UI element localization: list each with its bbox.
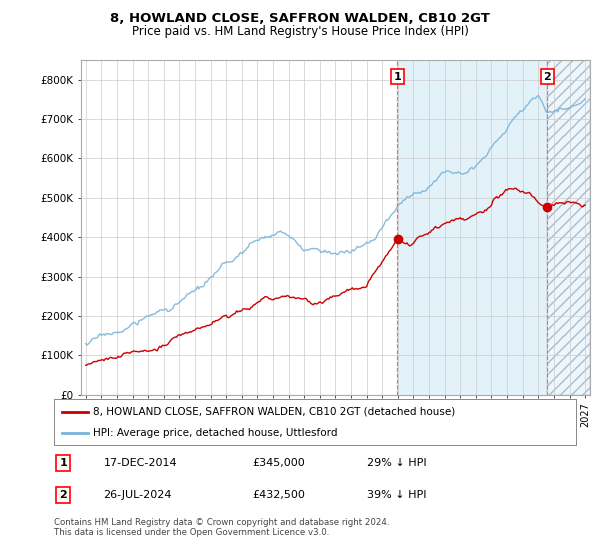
- Text: 8, HOWLAND CLOSE, SAFFRON WALDEN, CB10 2GT (detached house): 8, HOWLAND CLOSE, SAFFRON WALDEN, CB10 2…: [93, 407, 455, 417]
- Text: 17-DEC-2014: 17-DEC-2014: [104, 458, 177, 468]
- Bar: [397, 60, 547, 395]
- Text: £345,000: £345,000: [253, 458, 305, 468]
- Text: HPI: Average price, detached house, Uttlesford: HPI: Average price, detached house, Uttl…: [93, 428, 338, 438]
- Text: 39% ↓ HPI: 39% ↓ HPI: [367, 491, 427, 500]
- Text: 26-JUL-2024: 26-JUL-2024: [104, 491, 172, 500]
- Bar: [547, 60, 590, 395]
- Text: 1: 1: [394, 72, 401, 82]
- Text: 2: 2: [59, 491, 67, 500]
- Bar: [547, 60, 590, 395]
- Text: 1: 1: [59, 458, 67, 468]
- Text: 29% ↓ HPI: 29% ↓ HPI: [367, 458, 427, 468]
- Text: Price paid vs. HM Land Registry's House Price Index (HPI): Price paid vs. HM Land Registry's House …: [131, 25, 469, 38]
- Text: Contains HM Land Registry data © Crown copyright and database right 2024.
This d: Contains HM Land Registry data © Crown c…: [54, 518, 389, 538]
- Text: £432,500: £432,500: [253, 491, 305, 500]
- Text: 8, HOWLAND CLOSE, SAFFRON WALDEN, CB10 2GT: 8, HOWLAND CLOSE, SAFFRON WALDEN, CB10 2…: [110, 12, 490, 25]
- Text: 2: 2: [544, 72, 551, 82]
